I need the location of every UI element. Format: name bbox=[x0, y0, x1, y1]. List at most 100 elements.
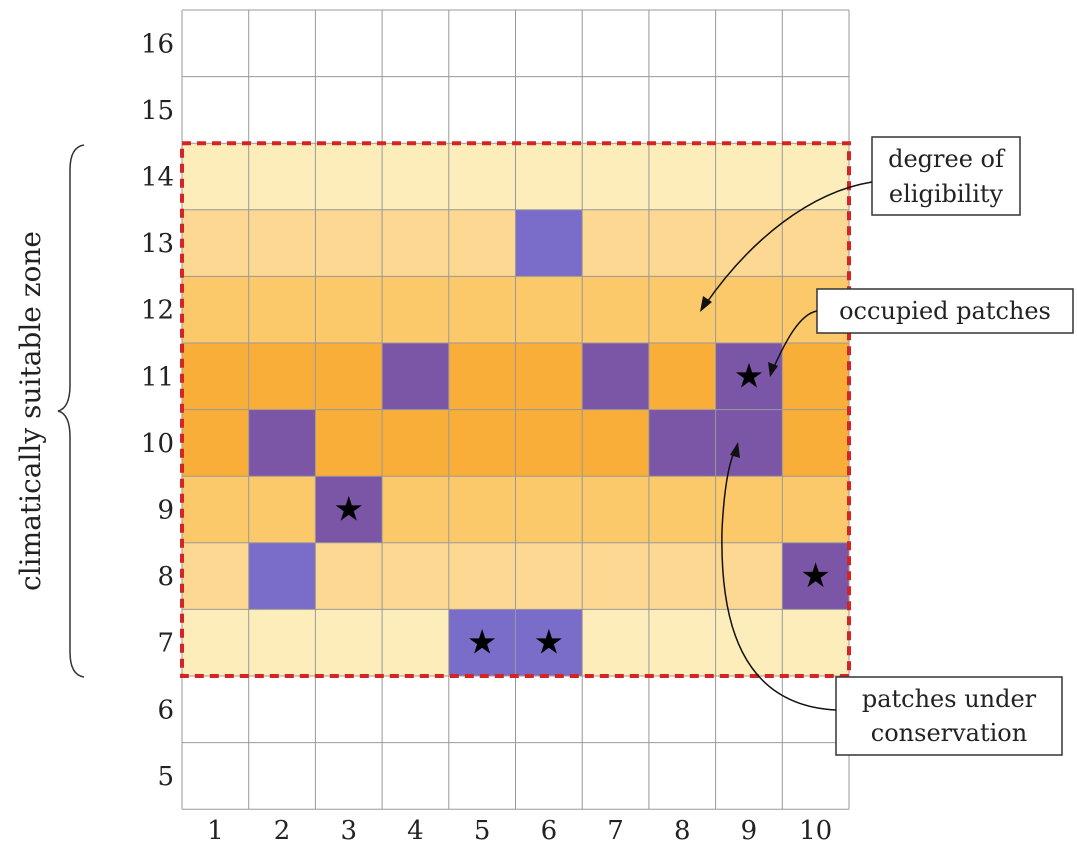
cell-2-14 bbox=[248, 143, 316, 210]
conservation-patch-2-8 bbox=[248, 542, 316, 610]
cell-8-13 bbox=[648, 209, 716, 277]
cell-6-12 bbox=[515, 276, 583, 343]
y-tick-label: 13 bbox=[141, 229, 174, 259]
cell-1-8 bbox=[182, 542, 249, 610]
climatic-zone-label: climatically suitable zone bbox=[14, 231, 47, 591]
cell-7-12 bbox=[582, 276, 649, 343]
x-tick-label: 1 bbox=[207, 816, 224, 843]
cell-3-10 bbox=[315, 409, 383, 477]
cell-9-5 bbox=[715, 742, 783, 810]
cell-2-15 bbox=[248, 76, 316, 144]
occupied-patch-9-11 bbox=[715, 343, 783, 410]
cell-10-11 bbox=[782, 343, 849, 410]
cell-1-11 bbox=[182, 343, 249, 410]
cell-4-14 bbox=[382, 143, 449, 210]
cell-4-7 bbox=[382, 609, 449, 676]
cell-7-16 bbox=[582, 10, 649, 77]
cell-5-10 bbox=[448, 409, 516, 477]
cell-2-5 bbox=[248, 742, 316, 810]
cell-2-9 bbox=[248, 476, 316, 543]
x-tick-label: 3 bbox=[340, 816, 357, 843]
stars: ★ ★ ★ ★ ★ bbox=[334, 356, 831, 662]
cell-3-12 bbox=[315, 276, 383, 343]
cell-6-11 bbox=[515, 343, 583, 410]
cell-1-13 bbox=[182, 209, 249, 277]
patches bbox=[248, 209, 849, 676]
cell-2-7 bbox=[248, 609, 316, 676]
cell-7-10 bbox=[582, 409, 649, 477]
cell-1-6 bbox=[182, 676, 249, 743]
cell-3-15 bbox=[315, 76, 383, 144]
cell-9-6 bbox=[715, 676, 783, 743]
cell-5-12 bbox=[448, 276, 516, 343]
x-tick-label: 4 bbox=[407, 816, 424, 843]
cell-3-5 bbox=[315, 742, 383, 810]
conservation-text-2: conservation bbox=[871, 719, 1027, 747]
cell-1-10 bbox=[182, 409, 249, 477]
y-tick-label: 9 bbox=[157, 496, 174, 526]
cell-3-11 bbox=[315, 343, 383, 410]
cell-9-16 bbox=[715, 10, 783, 77]
star-icon: ★ bbox=[334, 490, 364, 530]
climatic-zone-border bbox=[180, 141, 851, 678]
cell-4-15 bbox=[382, 76, 449, 144]
occupied-text: occupied patches bbox=[839, 297, 1051, 325]
eligibility-text-1: degree of bbox=[888, 145, 1006, 173]
cell-4-13 bbox=[382, 209, 449, 277]
cell-2-16 bbox=[248, 10, 316, 77]
cell-10-7 bbox=[782, 609, 849, 676]
cell-5-11 bbox=[448, 343, 516, 410]
conservation-patch-5-7 bbox=[448, 609, 516, 676]
y-tick-label: 6 bbox=[157, 695, 174, 725]
cell-1-12 bbox=[182, 276, 249, 343]
cell-5-16 bbox=[448, 10, 516, 77]
occupied-patch-10-8 bbox=[782, 542, 849, 610]
cell-6-10 bbox=[515, 409, 583, 477]
cell-5-13 bbox=[448, 209, 516, 277]
y-tick-label: 5 bbox=[157, 762, 174, 792]
conservation-text-1: patches under bbox=[862, 685, 1037, 713]
cell-5-15 bbox=[448, 76, 516, 144]
cell-8-6 bbox=[648, 676, 716, 743]
star-icon: ★ bbox=[734, 356, 764, 396]
cell-6-16 bbox=[515, 10, 583, 77]
cell-1-5 bbox=[182, 742, 249, 810]
occupied-patch-2-10 bbox=[248, 409, 316, 477]
y-tick-label: 15 bbox=[141, 96, 174, 126]
x-tick-label: 9 bbox=[741, 816, 758, 843]
y-tick-label: 14 bbox=[141, 163, 174, 193]
star-icon: ★ bbox=[534, 623, 564, 663]
cell-10-13 bbox=[782, 209, 849, 277]
y-tick-label: 7 bbox=[157, 629, 174, 659]
cell-5-5 bbox=[448, 742, 516, 810]
occupied-patch-9-10 bbox=[715, 409, 783, 477]
cell-7-6 bbox=[582, 676, 649, 743]
cell-3-6 bbox=[315, 676, 383, 743]
x-tick-label: 10 bbox=[799, 816, 832, 843]
cell-3-13 bbox=[315, 209, 383, 277]
x-tick-label: 2 bbox=[274, 816, 291, 843]
cell-10-9 bbox=[782, 476, 849, 543]
cell-3-7 bbox=[315, 609, 383, 676]
cell-1-7 bbox=[182, 609, 249, 676]
cell-8-9 bbox=[648, 476, 716, 543]
cell-3-8 bbox=[315, 542, 383, 610]
occupied-patch-3-9 bbox=[315, 476, 383, 543]
annotation-conservation: patches under conservation bbox=[721, 442, 1063, 756]
cell-2-6 bbox=[248, 676, 316, 743]
cell-8-7 bbox=[648, 609, 716, 676]
cell-6-6 bbox=[515, 676, 583, 743]
cell-6-9 bbox=[515, 476, 583, 543]
cell-7-8 bbox=[582, 542, 649, 610]
cell-9-7 bbox=[715, 609, 783, 676]
occupied-patch-8-10 bbox=[648, 409, 716, 477]
cell-4-12 bbox=[382, 276, 449, 343]
cell-1-16 bbox=[182, 10, 249, 77]
annotation-occupied: occupied patches bbox=[768, 288, 1074, 377]
cell-8-11 bbox=[648, 343, 716, 410]
cell-6-14 bbox=[515, 143, 583, 210]
cell-9-14 bbox=[715, 143, 783, 210]
cell-3-14 bbox=[315, 143, 383, 210]
x-tick-label: 5 bbox=[474, 816, 491, 843]
x-tick-label: 6 bbox=[541, 816, 558, 843]
